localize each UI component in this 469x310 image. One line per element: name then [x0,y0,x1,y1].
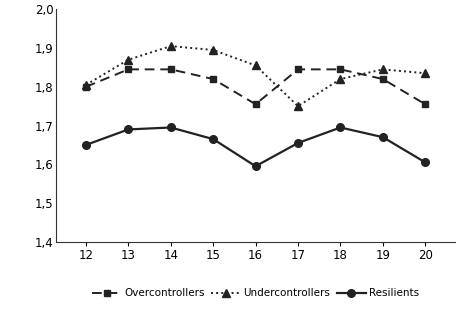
Legend: Overcontrollers, Undercontrollers, Resilients: Overcontrollers, Undercontrollers, Resil… [88,284,423,303]
